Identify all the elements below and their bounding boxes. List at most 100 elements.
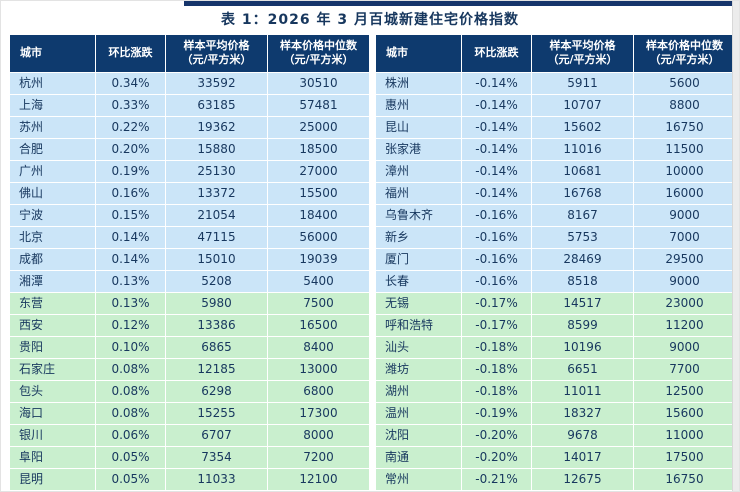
- cell-avg-price: 12675: [531, 467, 634, 491]
- col-header-median-price: 样本价格中位数 （元/平方米）: [267, 34, 370, 73]
- cell-median-price: 16000: [633, 181, 736, 205]
- cell-median-price: 7500: [267, 291, 370, 315]
- cell-median-price: 56000: [267, 225, 370, 249]
- cell-city: 新乡: [375, 225, 462, 249]
- cell-avg-price: 63185: [165, 93, 268, 117]
- cell-median-price: 17500: [633, 445, 736, 469]
- table-row: 南通 -0.20% 14017 17500: [375, 445, 736, 469]
- cell-change: -0.14%: [461, 71, 532, 95]
- table-row: 广州 0.19% 25130 27000: [9, 159, 370, 183]
- table-row: 石家庄 0.08% 12185 13000: [9, 357, 370, 381]
- cell-median-price: 18500: [267, 137, 370, 161]
- cell-median-price: 11200: [633, 313, 736, 337]
- cell-median-price: 16750: [633, 115, 736, 139]
- cell-change: -0.14%: [461, 137, 532, 161]
- cell-city: 惠州: [375, 93, 462, 117]
- cell-avg-price: 11033: [165, 467, 268, 491]
- cell-median-price: 5400: [267, 269, 370, 293]
- col-header-change: 环比涨跌: [461, 34, 532, 73]
- cell-avg-price: 6298: [165, 379, 268, 403]
- scrollbar-track[interactable]: [732, 1, 739, 491]
- cell-change: -0.19%: [461, 401, 532, 425]
- cell-median-price: 57481: [267, 93, 370, 117]
- cell-avg-price: 47115: [165, 225, 268, 249]
- cell-avg-price: 11016: [531, 137, 634, 161]
- cell-change: 0.33%: [95, 93, 166, 117]
- cell-change: -0.14%: [461, 181, 532, 205]
- col-header-median-unit: （元/平方米）: [649, 53, 720, 67]
- cell-city: 湖州: [375, 379, 462, 403]
- cell-median-price: 11000: [633, 423, 736, 447]
- table-row: 杭州 0.34% 33592 30510: [9, 71, 370, 95]
- table-row: 无锡 -0.17% 14517 23000: [375, 291, 736, 315]
- cell-avg-price: 8599: [531, 313, 634, 337]
- cell-city: 贵阳: [9, 335, 96, 359]
- table-row: 湖州 -0.18% 11011 12500: [375, 379, 736, 403]
- cell-change: 0.14%: [95, 247, 166, 271]
- table-title: 表 1：2026 年 3 月百城新建住宅价格指数: [221, 12, 519, 28]
- table-row: 银川 0.06% 6707 8000: [9, 423, 370, 447]
- cell-city: 西安: [9, 313, 96, 337]
- cell-median-price: 9000: [633, 269, 736, 293]
- cell-avg-price: 10707: [531, 93, 634, 117]
- price-table-right: 城市 环比涨跌 样本平均价格 （元/平方米） 样本价格中位数 （元/平方米） 株…: [375, 34, 736, 491]
- cell-median-price: 16500: [267, 313, 370, 337]
- cell-change: -0.16%: [461, 203, 532, 227]
- cell-median-price: 30510: [267, 71, 370, 95]
- cell-median-price: 12100: [267, 467, 370, 491]
- cell-avg-price: 11011: [531, 379, 634, 403]
- table-row: 阜阳 0.05% 7354 7200: [9, 445, 370, 469]
- cell-change: -0.20%: [461, 423, 532, 447]
- col-header-avg-price: 样本平均价格 （元/平方米）: [531, 34, 634, 73]
- col-header-median-unit: （元/平方米）: [283, 53, 354, 67]
- cell-change: 0.22%: [95, 115, 166, 139]
- cell-median-price: 16750: [633, 467, 736, 491]
- cell-avg-price: 15255: [165, 401, 268, 425]
- cell-change: 0.05%: [95, 445, 166, 469]
- cell-change: -0.17%: [461, 291, 532, 315]
- cell-change: 0.08%: [95, 379, 166, 403]
- price-table-left: 城市 环比涨跌 样本平均价格 （元/平方米） 样本价格中位数 （元/平方米） 杭…: [9, 34, 370, 491]
- cell-median-price: 7200: [267, 445, 370, 469]
- cell-city: 张家港: [375, 137, 462, 161]
- cell-median-price: 12500: [633, 379, 736, 403]
- table-row: 乌鲁木齐 -0.16% 8167 9000: [375, 203, 736, 227]
- cell-median-price: 17300: [267, 401, 370, 425]
- cell-avg-price: 14517: [531, 291, 634, 315]
- col-header-avg-price: 样本平均价格 （元/平方米）: [165, 34, 268, 73]
- table-row: 合肥 0.20% 15880 18500: [9, 137, 370, 161]
- cell-city: 包头: [9, 379, 96, 403]
- cell-city: 厦门: [375, 247, 462, 271]
- cell-change: 0.10%: [95, 335, 166, 359]
- cell-avg-price: 12185: [165, 357, 268, 381]
- cell-avg-price: 5208: [165, 269, 268, 293]
- cell-avg-price: 18327: [531, 401, 634, 425]
- table-row: 重庆(主城区)0.04%1137113000: [9, 489, 370, 491]
- price-table-right-body: 株洲 -0.14% 5911 5600 惠州 -0.14% 10707 8800 昆山 -0.14…: [375, 71, 736, 491]
- cell-avg-price: 7354: [165, 445, 268, 469]
- cell-change: 0.34%: [95, 71, 166, 95]
- cell-avg-price: 5753: [531, 225, 634, 249]
- col-header-avg-line1: 样本平均价格: [183, 39, 250, 52]
- cell-change: -0.18%: [461, 357, 532, 381]
- cell-median-price: 6800: [267, 379, 370, 403]
- cell-avg-price: 14017: [531, 445, 634, 469]
- cell-city: 长春: [375, 269, 462, 293]
- cell-avg-price: 33592: [165, 71, 268, 95]
- cell-median-price: 15500: [267, 181, 370, 205]
- cell-median-price: 11500: [633, 137, 736, 161]
- cell-median-price: 7000: [633, 225, 736, 249]
- top-divider-bar: [184, 1, 732, 6]
- cell-median-price: 8400: [267, 335, 370, 359]
- table-row: 长春 -0.16% 8518 9000: [375, 269, 736, 293]
- cell-median-price: 8800: [633, 93, 736, 117]
- col-header-avg-unit: （元/平方米）: [547, 53, 618, 67]
- cell-city: 潍坊: [375, 357, 462, 381]
- cell-city: 杭州: [9, 71, 96, 95]
- cell-city: 福州: [375, 181, 462, 205]
- cell-city: 海口: [9, 401, 96, 425]
- cell-change: -0.16%: [461, 247, 532, 271]
- cell-city: 宁波: [9, 203, 96, 227]
- cell-avg-price: 15880: [165, 137, 268, 161]
- cell-change: -0.18%: [461, 379, 532, 403]
